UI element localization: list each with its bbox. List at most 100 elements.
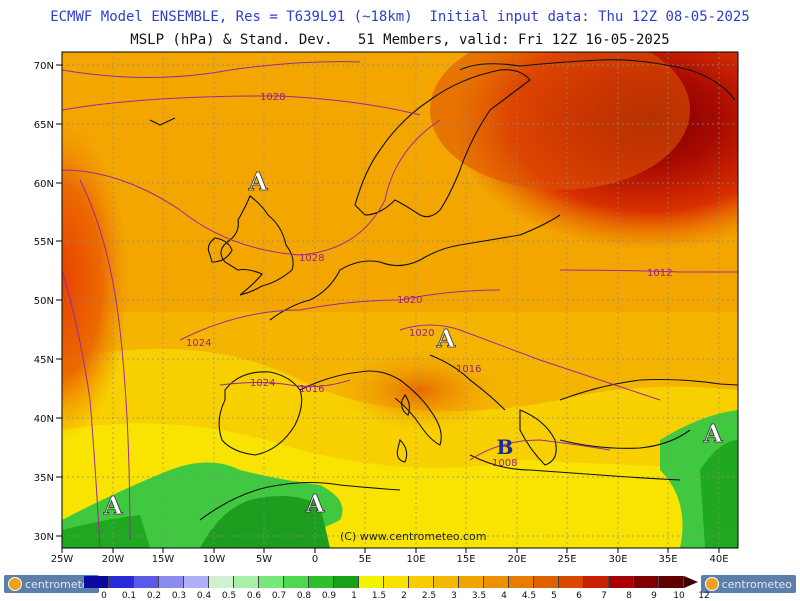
lon-label: 10E <box>406 554 425 565</box>
colorbar-label: 0.8 <box>296 591 312 601</box>
isobar-label: 1012 <box>647 268 672 279</box>
high-pressure-marker: A <box>436 324 456 353</box>
lon-label: 35E <box>658 554 677 565</box>
lon-label: 25E <box>557 554 576 565</box>
high-pressure-marker: A <box>248 167 268 196</box>
lon-label: 25W <box>51 554 74 565</box>
colorbar-label: 1.5 <box>371 591 387 601</box>
high-pressure-marker: A <box>703 419 723 448</box>
centrometeo-logo-right: centrometeo <box>700 575 796 593</box>
isobar-label: 1008 <box>492 458 517 469</box>
lon-label: 30E <box>608 554 627 565</box>
isobar-label: 1024 <box>186 338 211 349</box>
colorbar-label: 0.2 <box>146 591 162 601</box>
colorbar-label: 6 <box>576 591 582 601</box>
colorbar-cell <box>559 576 584 588</box>
colorbar-label: 3 <box>451 591 457 601</box>
title-field-info: MSLP (hPa) & Stand. Dev. 51 Members, val… <box>130 32 670 48</box>
isobar-label: 1016 <box>456 364 481 375</box>
colorbar-label: 10 <box>673 591 685 601</box>
lat-label: 50N <box>34 296 54 307</box>
colorbar-cell <box>634 576 659 588</box>
lon-label: 15W <box>152 554 175 565</box>
colorbar-cell <box>109 576 134 588</box>
lon-label: 10W <box>203 554 226 565</box>
colorbar-cell <box>284 576 309 588</box>
isobar-label: 1016 <box>299 384 324 395</box>
colorbar-cell <box>159 576 184 588</box>
colorbar-label: 4 <box>501 591 507 601</box>
high-pressure-marker: A <box>305 489 325 518</box>
lat-label: 35N <box>34 473 54 484</box>
colorbar-high-arrow <box>684 576 698 588</box>
colorbar-label: 0.7 <box>271 591 287 601</box>
colorbar-cell <box>209 576 234 588</box>
colorbar-cell <box>134 576 159 588</box>
colorbar-label: 8 <box>626 591 632 601</box>
colorbar-cell <box>534 576 559 588</box>
copyright-text: (C) www.centrometeo.com <box>340 530 486 543</box>
lon-label: 15E <box>456 554 475 565</box>
title-model-info: ECMWF Model ENSEMBLE, Res = T639L91 (~18… <box>50 9 750 25</box>
colorbar-label: 0.6 <box>246 591 262 601</box>
isobar-label: 1020 <box>397 295 422 306</box>
lon-label: 40E <box>709 554 728 565</box>
colorbar-cell <box>434 576 459 588</box>
colorbar-label: 0.5 <box>221 591 237 601</box>
colorbar-cell <box>609 576 634 588</box>
colorbar-cell <box>384 576 409 588</box>
colorbar-label: 0.1 <box>121 591 137 601</box>
lon-label: 5E <box>359 554 372 565</box>
lat-label: 70N <box>34 61 54 72</box>
map-field <box>62 52 738 548</box>
colorbar-label: 0.9 <box>321 591 337 601</box>
colorbar-label: 2.5 <box>421 591 437 601</box>
isobar-label: 1020 <box>409 328 434 339</box>
colorbar-label: 12 <box>698 591 710 601</box>
colorbar-label: 1 <box>351 591 357 601</box>
colorbar-cell <box>459 576 484 588</box>
colorbar-cell <box>484 576 509 588</box>
high-pressure-marker: A <box>103 491 123 520</box>
logo-icon <box>704 577 719 591</box>
logo-icon <box>8 577 22 591</box>
colorbar-cell <box>584 576 609 588</box>
colorbar-cell <box>259 576 284 588</box>
colorbar-cell <box>509 576 534 588</box>
isobar-label: 1028 <box>260 92 285 103</box>
lon-label: 5W <box>256 554 272 565</box>
colorbar-label: 2 <box>401 591 407 601</box>
coastlines <box>149 59 738 521</box>
colorbar-cell <box>84 576 109 588</box>
centrometeo-logo-left: centrometeo <box>4 575 100 593</box>
lon-label: 20W <box>102 554 125 565</box>
colorbar-cell <box>409 576 434 588</box>
isobars <box>62 61 738 548</box>
colorbar-cell <box>234 576 259 588</box>
lat-label: 55N <box>34 237 54 248</box>
lat-label: 45N <box>34 355 54 366</box>
colorbar-label: 0.3 <box>171 591 187 601</box>
colorbar-cell <box>334 576 359 588</box>
colorbar-cell <box>359 576 384 588</box>
lat-label: 60N <box>34 179 54 190</box>
colorbar-label: 9 <box>651 591 657 601</box>
colorbar-label: 4.5 <box>521 591 537 601</box>
colorbar-cell <box>184 576 209 588</box>
colorbar-label: 0 <box>101 591 107 601</box>
lon-label: 0 <box>312 554 318 565</box>
colorbar-cell <box>309 576 334 588</box>
isobar-label: 1024 <box>250 378 275 389</box>
colorbar <box>84 576 684 588</box>
colorbar-label: 0.4 <box>196 591 212 601</box>
lat-label: 40N <box>34 414 54 425</box>
axis-ticks <box>56 64 720 553</box>
colorbar-label: 7 <box>601 591 607 601</box>
logo-text: centrometeo <box>721 577 792 591</box>
colorbar-label: 5 <box>551 591 557 601</box>
isobar-label: 1028 <box>299 253 324 264</box>
logo-text: centrometeo <box>25 577 96 591</box>
lat-label: 30N <box>34 532 54 543</box>
lat-label: 65N <box>34 120 54 131</box>
